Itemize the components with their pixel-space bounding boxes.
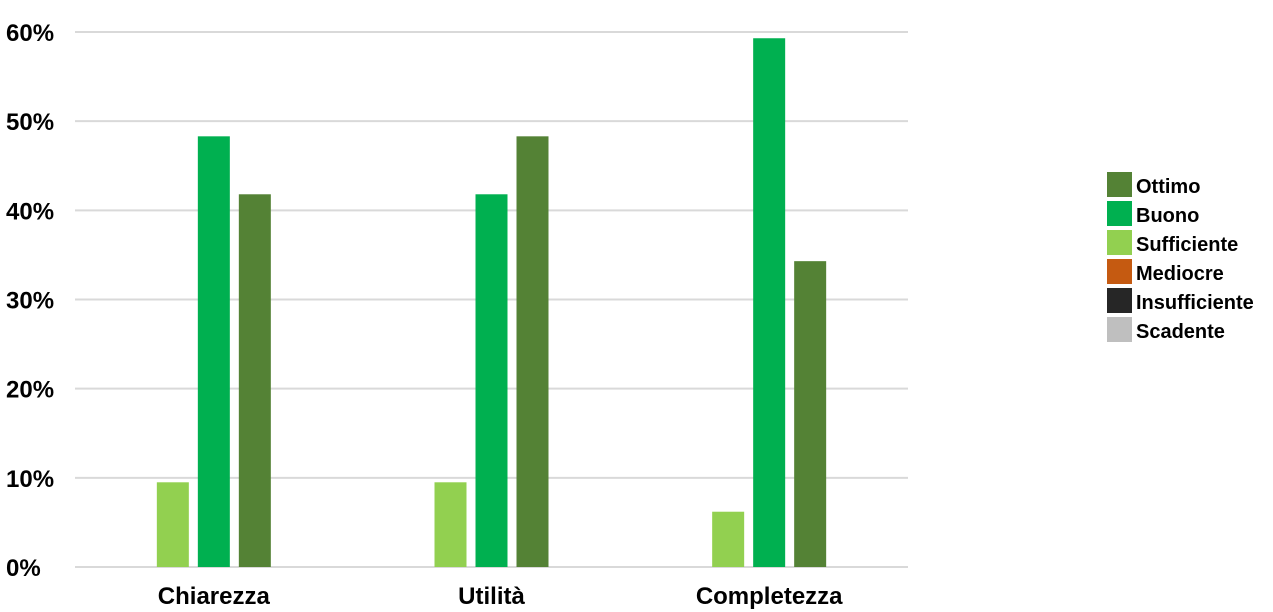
bars <box>156 38 827 568</box>
y-axis-tick-labels: 0% 10% 20% 30% 40% 50% 60% <box>6 20 54 582</box>
bar-ottimo-utilità <box>516 136 549 567</box>
y-tick-label: 30% <box>6 288 54 315</box>
bar-sufficiente-chiarezza <box>156 482 189 567</box>
legend-swatch-mediocre <box>1107 259 1132 284</box>
legend-label-sufficiente: Sufficiente <box>1136 234 1238 256</box>
legend-label-ottimo: Ottimo <box>1136 176 1200 198</box>
x-category-label: Completezza <box>696 583 843 610</box>
bar-ottimo-chiarezza <box>238 194 271 568</box>
y-tick-label: 20% <box>6 377 54 404</box>
y-tick-label: 50% <box>6 109 54 136</box>
y-tick-label: 60% <box>6 20 54 47</box>
legend-swatch-buono <box>1107 201 1132 226</box>
legend-swatch-sufficiente <box>1107 230 1132 255</box>
bar-sufficiente-completezza <box>712 511 745 567</box>
y-tick-label: 0% <box>6 555 41 582</box>
legend-swatch-ottimo <box>1107 172 1132 197</box>
legend-label-insufficiente: Insufficiente <box>1136 292 1254 314</box>
legend: Ottimo Buono Sufficiente Mediocre Insufficie… <box>1107 172 1254 343</box>
legend-swatch-insufficiente <box>1107 288 1132 313</box>
bar-ottimo-completezza <box>794 261 827 567</box>
x-category-label: Chiarezza <box>158 583 271 610</box>
legend-label-buono: Buono <box>1136 205 1199 227</box>
y-tick-label: 10% <box>6 466 54 493</box>
y-tick-label: 40% <box>6 198 54 225</box>
legend-swatch-scadente <box>1107 317 1132 342</box>
bar-buono-utilità <box>475 194 508 568</box>
legend-label-scadente: Scadente <box>1136 321 1225 343</box>
x-category-label: Utilità <box>458 583 525 610</box>
x-axis-category-labels: Chiarezza Utilità Completezza <box>158 583 843 610</box>
legend-label-mediocre: Mediocre <box>1136 263 1224 285</box>
bar-sufficiente-utilità <box>434 482 467 567</box>
bar-buono-completezza <box>753 38 786 568</box>
bar-buono-chiarezza <box>197 136 230 567</box>
